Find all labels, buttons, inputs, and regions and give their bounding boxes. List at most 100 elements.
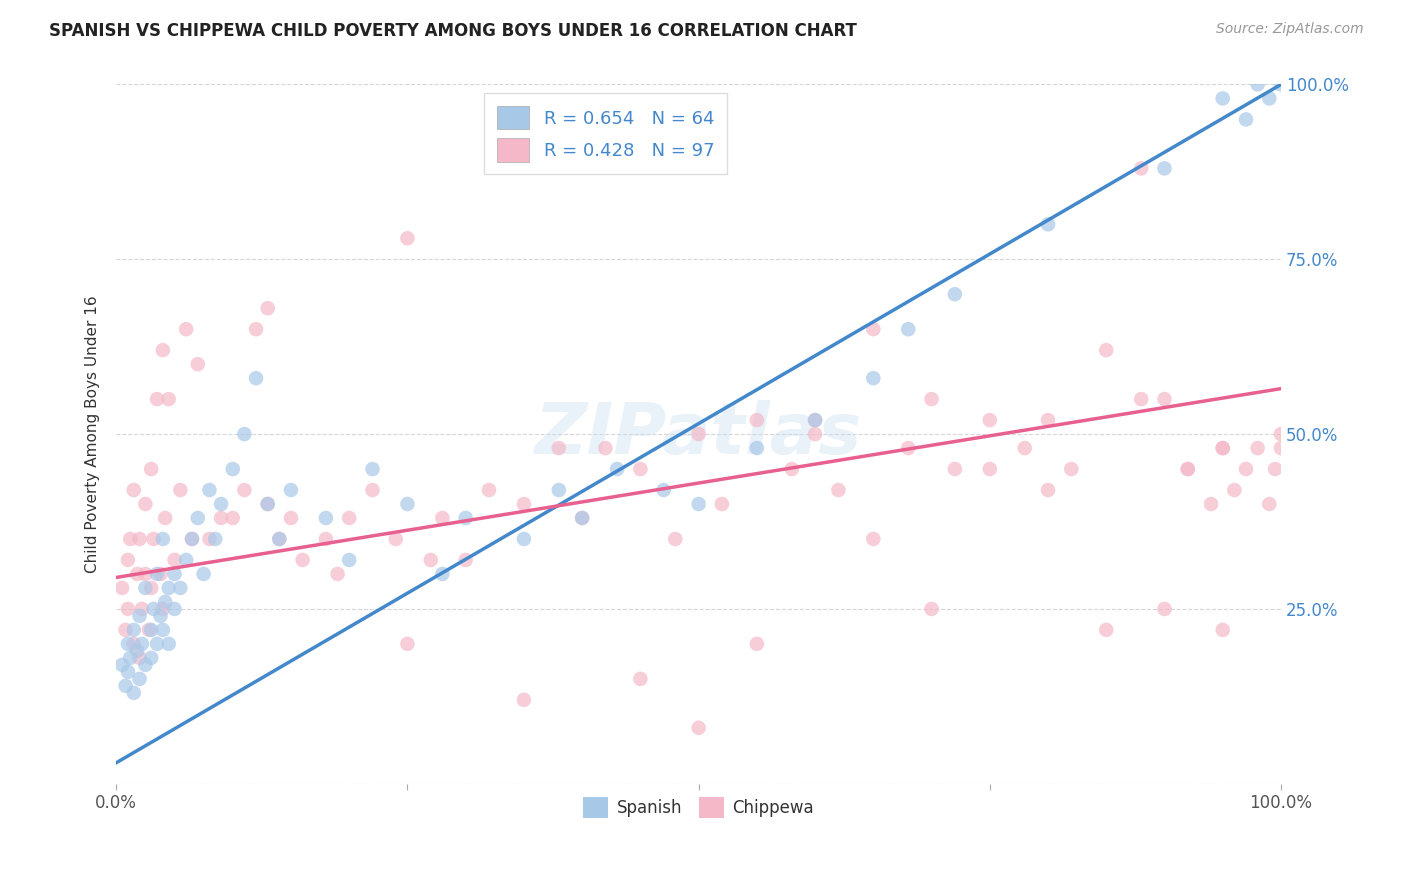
Point bbox=[513, 693, 536, 707]
Point bbox=[921, 602, 943, 616]
Point bbox=[897, 322, 920, 336]
Point bbox=[233, 483, 256, 497]
Point bbox=[513, 497, 536, 511]
Point bbox=[152, 343, 174, 358]
Point bbox=[163, 602, 186, 616]
Point bbox=[134, 657, 156, 672]
Point bbox=[174, 322, 197, 336]
Point bbox=[454, 553, 477, 567]
Point bbox=[1212, 91, 1234, 105]
Point bbox=[117, 637, 139, 651]
Point bbox=[547, 441, 569, 455]
Point bbox=[131, 637, 153, 651]
Point bbox=[256, 497, 278, 511]
Point bbox=[664, 532, 686, 546]
Point bbox=[146, 637, 169, 651]
Point bbox=[111, 581, 134, 595]
Point bbox=[233, 427, 256, 442]
Point bbox=[513, 532, 536, 546]
Point bbox=[120, 532, 142, 546]
Point bbox=[149, 566, 172, 581]
Point bbox=[245, 322, 267, 336]
Point bbox=[804, 413, 827, 427]
Point bbox=[163, 553, 186, 567]
Point bbox=[1246, 78, 1268, 92]
Point bbox=[122, 623, 145, 637]
Point bbox=[1036, 483, 1059, 497]
Point bbox=[1153, 161, 1175, 176]
Point bbox=[710, 497, 733, 511]
Point bbox=[245, 371, 267, 385]
Point bbox=[337, 553, 360, 567]
Point bbox=[111, 657, 134, 672]
Point bbox=[128, 672, 150, 686]
Text: Source: ZipAtlas.com: Source: ZipAtlas.com bbox=[1216, 22, 1364, 37]
Point bbox=[396, 637, 419, 651]
Point bbox=[157, 392, 180, 406]
Point bbox=[152, 532, 174, 546]
Point bbox=[1270, 78, 1292, 92]
Point bbox=[127, 566, 149, 581]
Point bbox=[141, 581, 163, 595]
Point bbox=[361, 462, 384, 476]
Point bbox=[326, 566, 349, 581]
Point bbox=[280, 511, 302, 525]
Point bbox=[571, 511, 593, 525]
Point bbox=[1095, 623, 1118, 637]
Point bbox=[128, 651, 150, 665]
Point bbox=[163, 566, 186, 581]
Point bbox=[745, 441, 768, 455]
Point bbox=[688, 721, 710, 735]
Point bbox=[1036, 217, 1059, 231]
Point bbox=[315, 511, 337, 525]
Point bbox=[134, 497, 156, 511]
Point bbox=[146, 392, 169, 406]
Legend: Spanish, Chippewa: Spanish, Chippewa bbox=[576, 790, 821, 824]
Point bbox=[152, 623, 174, 637]
Text: SPANISH VS CHIPPEWA CHILD POVERTY AMONG BOYS UNDER 16 CORRELATION CHART: SPANISH VS CHIPPEWA CHILD POVERTY AMONG … bbox=[49, 22, 858, 40]
Point bbox=[979, 413, 1001, 427]
Point bbox=[804, 413, 827, 427]
Point bbox=[745, 637, 768, 651]
Point bbox=[652, 483, 675, 497]
Point bbox=[1258, 91, 1281, 105]
Point bbox=[688, 497, 710, 511]
Point bbox=[361, 483, 384, 497]
Point bbox=[419, 553, 441, 567]
Point bbox=[209, 511, 232, 525]
Point bbox=[138, 623, 160, 637]
Point bbox=[269, 532, 291, 546]
Point bbox=[127, 644, 149, 658]
Point bbox=[209, 497, 232, 511]
Point bbox=[1177, 462, 1199, 476]
Point bbox=[1130, 161, 1153, 176]
Point bbox=[1212, 623, 1234, 637]
Point bbox=[198, 483, 221, 497]
Point bbox=[128, 532, 150, 546]
Point bbox=[1246, 441, 1268, 455]
Point bbox=[478, 483, 501, 497]
Point bbox=[862, 532, 884, 546]
Point bbox=[141, 623, 163, 637]
Point bbox=[187, 357, 209, 371]
Point bbox=[804, 427, 827, 442]
Point bbox=[153, 595, 176, 609]
Point bbox=[827, 483, 849, 497]
Point bbox=[454, 511, 477, 525]
Point bbox=[142, 602, 165, 616]
Point bbox=[862, 371, 884, 385]
Point bbox=[157, 637, 180, 651]
Point bbox=[146, 566, 169, 581]
Point bbox=[131, 602, 153, 616]
Point bbox=[943, 287, 966, 301]
Point bbox=[117, 602, 139, 616]
Point bbox=[1270, 427, 1292, 442]
Point bbox=[337, 511, 360, 525]
Point bbox=[385, 532, 408, 546]
Point bbox=[269, 532, 291, 546]
Point bbox=[862, 322, 884, 336]
Point bbox=[181, 532, 204, 546]
Point bbox=[142, 532, 165, 546]
Point bbox=[120, 651, 142, 665]
Point bbox=[181, 532, 204, 546]
